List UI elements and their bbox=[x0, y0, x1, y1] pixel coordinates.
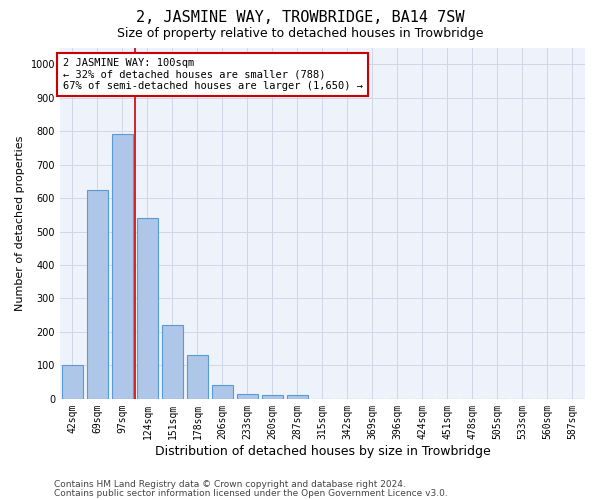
Text: Size of property relative to detached houses in Trowbridge: Size of property relative to detached ho… bbox=[117, 28, 483, 40]
Text: Contains public sector information licensed under the Open Government Licence v3: Contains public sector information licen… bbox=[54, 488, 448, 498]
Text: Contains HM Land Registry data © Crown copyright and database right 2024.: Contains HM Land Registry data © Crown c… bbox=[54, 480, 406, 489]
Bar bbox=[237, 394, 258, 399]
Text: 2 JASMINE WAY: 100sqm
← 32% of detached houses are smaller (788)
67% of semi-det: 2 JASMINE WAY: 100sqm ← 32% of detached … bbox=[62, 58, 362, 91]
Bar bbox=[162, 325, 183, 399]
Bar bbox=[212, 386, 233, 399]
Bar bbox=[137, 218, 158, 399]
Bar bbox=[112, 134, 133, 399]
Bar bbox=[87, 190, 108, 399]
Bar bbox=[62, 364, 83, 399]
Bar bbox=[287, 396, 308, 399]
Bar bbox=[187, 356, 208, 399]
Text: 2, JASMINE WAY, TROWBRIDGE, BA14 7SW: 2, JASMINE WAY, TROWBRIDGE, BA14 7SW bbox=[136, 10, 464, 25]
Y-axis label: Number of detached properties: Number of detached properties bbox=[15, 136, 25, 311]
Bar bbox=[262, 396, 283, 399]
X-axis label: Distribution of detached houses by size in Trowbridge: Distribution of detached houses by size … bbox=[155, 444, 490, 458]
